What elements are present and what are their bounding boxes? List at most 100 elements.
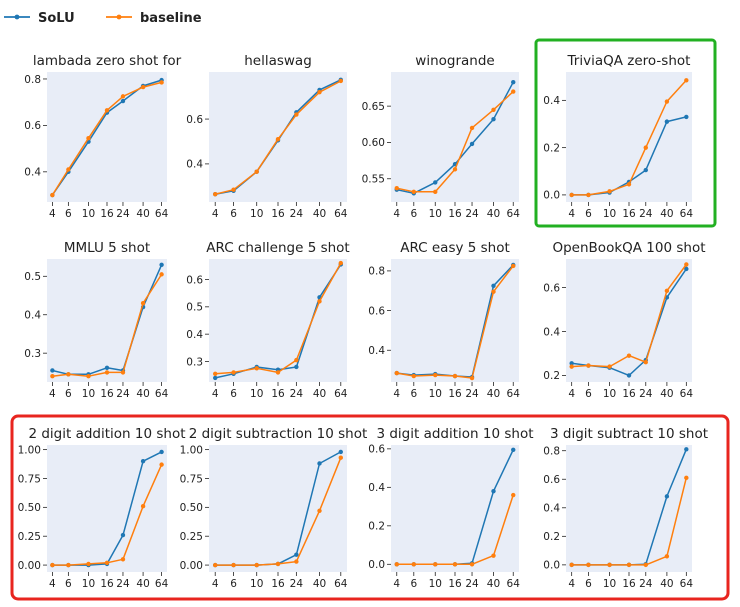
y-tick-label: 0.5 [186, 302, 203, 314]
data-point-baseline [664, 288, 670, 294]
data-point-solu [511, 447, 516, 453]
legend-entry-solu: SoLU [4, 11, 75, 26]
x-tick-label: 40 [136, 208, 149, 220]
x-tick-label: 16 [271, 388, 285, 400]
chart-title: TriviaQA zero-shot [567, 53, 691, 69]
data-point-solu [159, 449, 164, 455]
x-tick-label: 24 [465, 578, 479, 590]
data-point-baseline [684, 475, 689, 481]
data-point-baseline [275, 561, 281, 567]
x-tick-label: 16 [271, 208, 285, 220]
y-tick-label: 0.0 [543, 190, 560, 202]
y-tick-label: 0.0 [543, 560, 560, 572]
data-point-baseline [275, 370, 281, 375]
x-tick-label: 64 [334, 388, 348, 400]
data-point-solu [159, 262, 164, 267]
green-highlight-box [534, 38, 717, 228]
x-tick-label: 40 [660, 208, 673, 220]
x-tick-label: 40 [313, 388, 326, 400]
data-point-solu [684, 114, 689, 120]
data-point-solu [120, 532, 126, 538]
data-point-solu [491, 488, 496, 494]
chart-2-digit-subtraction-10-shot: 2 digit subtraction 10 shot 0.00 0.25 0.50 0… [180, 426, 368, 590]
data-point-baseline [50, 192, 55, 198]
y-tick-label: 0.25 [180, 531, 203, 543]
chart-arc-challenge-5-shot: ARC challenge 5 shot 0.3 0.4 0.5 0.6 4 6 10 16 24… [186, 240, 349, 400]
data-point-baseline [294, 112, 299, 117]
data-point-baseline [120, 94, 126, 99]
y-tick-label: 0.50 [180, 502, 203, 514]
x-tick-label: 40 [660, 388, 673, 400]
data-point-solu [104, 365, 110, 370]
y-tick-label: 0.65 [362, 101, 385, 113]
y-tick-label: 0.2 [543, 142, 560, 154]
data-point-baseline [684, 78, 689, 83]
x-tick-label: 10 [250, 208, 263, 220]
y-tick-label: 0.4 [543, 95, 560, 107]
x-tick-label: 6 [410, 388, 417, 400]
x-tick-label: 64 [680, 388, 694, 400]
chart-winogrande: winogrande 0.55 0.60 0.65 4 6 10 16 24 40 64 [362, 53, 521, 220]
x-tick-label: 4 [212, 388, 219, 400]
data-point-baseline [104, 108, 110, 113]
data-point-baseline [643, 145, 648, 150]
data-point-baseline [643, 562, 648, 568]
x-tick-label: 10 [429, 208, 442, 220]
data-point-baseline [469, 375, 475, 381]
data-point-baseline [104, 370, 110, 375]
data-point-baseline [643, 360, 648, 365]
chart-title: hellaswag [244, 53, 312, 69]
y-tick-label: 0.50 [18, 502, 41, 514]
data-point-baseline [338, 78, 343, 84]
y-tick-label: 1.00 [18, 444, 41, 456]
x-tick-label: 64 [155, 388, 169, 400]
x-tick-label: 4 [393, 388, 400, 400]
x-tick-label: 40 [487, 388, 500, 400]
y-tick-label: 0.0 [368, 559, 385, 571]
data-point-baseline [394, 370, 399, 376]
data-point-solu [140, 458, 146, 464]
x-tick-label: 4 [212, 208, 219, 220]
plot-area [566, 445, 692, 572]
chart-openbookqa-100-shot: OpenBookQA 100 shot 0.2 0.4 0.6 4 6 10 16 24 40 64 [543, 240, 705, 400]
y-tick-label: 0.4 [543, 326, 560, 338]
plot-area [209, 72, 347, 202]
y-tick-label: 0.4 [368, 482, 385, 494]
x-tick-label: 24 [639, 208, 653, 220]
data-point-baseline [140, 84, 146, 90]
data-point-baseline [120, 370, 126, 375]
x-tick-label: 6 [410, 208, 417, 220]
y-tick-label: 0.6 [543, 282, 560, 294]
x-tick-label: 40 [136, 388, 149, 400]
legend-label-baseline: baseline [140, 11, 202, 26]
y-tick-label: 0.6 [368, 305, 385, 317]
data-point-solu [213, 375, 218, 381]
legend-marker-solu [14, 14, 20, 20]
x-tick-label: 24 [639, 578, 653, 590]
chart-title: MMLU 5 shot [64, 240, 150, 256]
y-tick-label: 0.8 [368, 266, 385, 278]
x-tick-label: 6 [585, 578, 592, 590]
data-point-baseline [452, 373, 458, 379]
data-point-baseline [86, 374, 91, 379]
data-point-baseline [294, 559, 299, 564]
chart-2-digit-addition-10-shot: 2 digit addition 10 shot 0.00 0.25 0.50 0.75… [18, 426, 186, 590]
chart-hellaswag: hellaswag 0.4 0.6 4 6 10 16 24 40 64 [186, 53, 347, 220]
x-tick-label: 64 [507, 388, 521, 400]
x-tick-label: 6 [410, 578, 417, 590]
data-point-baseline [338, 455, 343, 460]
data-point-baseline [159, 80, 164, 85]
x-tick-label: 64 [334, 208, 348, 220]
x-tick-label: 4 [568, 578, 575, 590]
x-tick-label: 64 [507, 208, 521, 220]
legend-label-solu: SoLU [38, 11, 75, 26]
data-point-solu [120, 98, 126, 104]
data-point-baseline [511, 89, 516, 94]
y-tick-label: 0.00 [180, 560, 203, 572]
x-tick-label: 6 [230, 578, 237, 590]
data-point-baseline [511, 492, 516, 498]
data-point-baseline [140, 301, 146, 306]
y-tick-label: 0.60 [362, 137, 385, 149]
data-point-solu [294, 364, 299, 370]
